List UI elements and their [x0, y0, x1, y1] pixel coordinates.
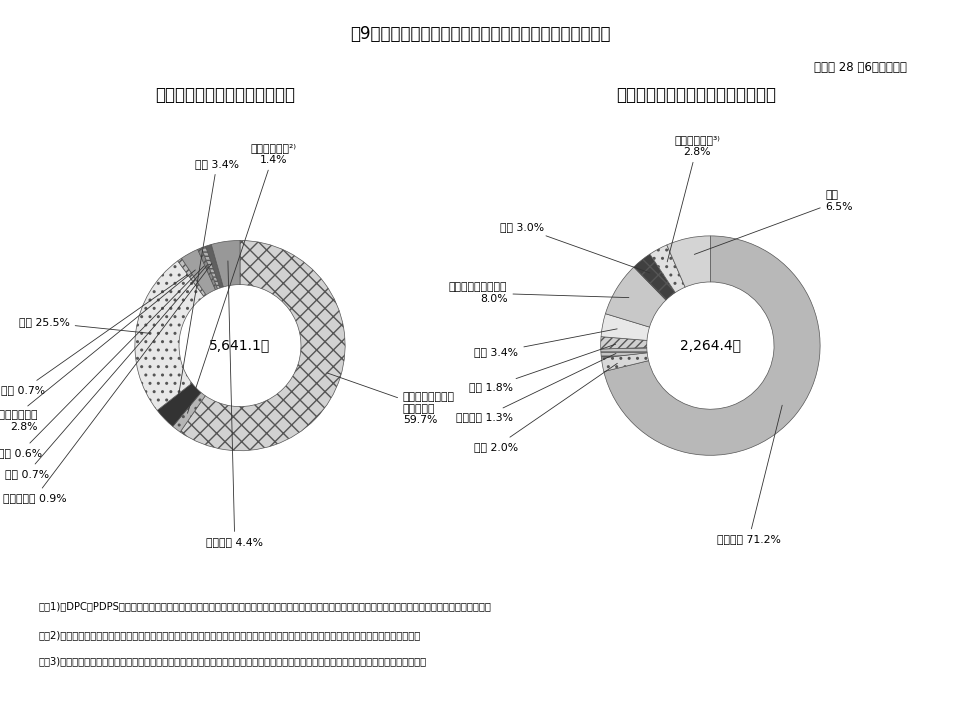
Text: 投薬 1.8%: 投薬 1.8%	[468, 344, 615, 392]
Text: 入院料等 71.2%: 入院料等 71.2%	[717, 405, 782, 544]
Text: ＤＰＣ／ＰＤＰＳに係る明細書: ＤＰＣ／ＰＤＰＳに係る明細書	[156, 86, 296, 104]
Wedge shape	[134, 261, 204, 410]
Wedge shape	[634, 254, 675, 300]
Text: 処置 3.0%: 処置 3.0%	[499, 222, 650, 273]
Text: リハビリテーション
2.8%: リハビリテーション 2.8%	[0, 270, 195, 432]
Text: 検査 0.7%: 検査 0.7%	[5, 265, 207, 479]
Wedge shape	[211, 240, 240, 287]
Text: 手術 25.5%: 手術 25.5%	[19, 318, 150, 333]
Wedge shape	[178, 258, 206, 297]
Wedge shape	[181, 249, 215, 295]
Text: 診断群分類による
包括評価等
59.7%: 診断群分類による 包括評価等 59.7%	[327, 373, 455, 426]
Wedge shape	[667, 236, 710, 287]
Text: 手術
6.5%: 手術 6.5%	[694, 190, 853, 254]
Text: 5,641.1点: 5,641.1点	[209, 338, 271, 353]
Text: 麻酔 3.4%: 麻酔 3.4%	[177, 159, 239, 405]
Text: 検査 2.0%: 検査 2.0%	[474, 364, 617, 451]
Wedge shape	[157, 383, 201, 426]
Wedge shape	[601, 314, 650, 341]
Wedge shape	[202, 246, 220, 289]
Wedge shape	[601, 348, 647, 358]
Wedge shape	[198, 248, 218, 289]
Wedge shape	[205, 245, 224, 288]
Wedge shape	[604, 236, 820, 455]
Text: （平成 28 年6月審査分）: （平成 28 年6月審査分）	[814, 61, 907, 74]
Wedge shape	[173, 392, 205, 432]
Text: 投薬 0.6%: 投薬 0.6%	[0, 266, 204, 458]
Wedge shape	[606, 267, 666, 327]
Text: ＤＰＣ／ＰＤＰＳに係る明細書以外: ＤＰＣ／ＰＤＰＳに係る明細書以外	[616, 86, 776, 104]
Text: その他の行為²⁾
1.4%: その他の行為²⁾ 1.4%	[187, 143, 297, 413]
Text: 2)「その他の行為」は、「初・再診」「在宅医療」「画像診断」「注射」「精神科専門療法」「放射線治療」及び「病理診断」である。: 2)「その他の行為」は、「初・再診」「在宅医療」「画像診断」「注射」「精神科専門…	[38, 630, 420, 640]
Text: 注射 3.4%: 注射 3.4%	[474, 329, 617, 357]
Wedge shape	[601, 353, 649, 372]
Text: 処置 0.7%: 処置 0.7%	[1, 275, 187, 395]
Text: 画像診断 1.3%: 画像診断 1.3%	[456, 354, 616, 422]
Wedge shape	[601, 337, 647, 349]
Wedge shape	[650, 245, 685, 292]
Text: 3)「その他の行為」は、「初・再診」「医学管理等」「在宅医療」「精神科専門療法」「麻酔」「放射線治療」及び「病理診断」である。: 3)「その他の行為」は、「初・再診」「医学管理等」「在宅医療」「精神科専門療法」…	[38, 657, 426, 667]
Text: 図9　入院における診療行為別１日当たり点数の構成割合: 図9 入院における診療行為別１日当たり点数の構成割合	[349, 25, 611, 43]
Text: 注：1)「DPC／PDPSに係る明細書」とは、診療報酬明細書（医科入院医療機関別包括評価用）及び同明細書に総括された診療報酬明細書（医科入院）である。: 注：1)「DPC／PDPSに係る明細書」とは、診療報酬明細書（医科入院医療機関別…	[38, 601, 492, 611]
Text: その他の行為³⁾
2.8%: その他の行為³⁾ 2.8%	[667, 135, 720, 262]
Text: 入院料等 4.4%: 入院料等 4.4%	[206, 261, 263, 547]
Text: 医学管理等 0.9%: 医学管理等 0.9%	[3, 264, 212, 503]
Wedge shape	[180, 240, 346, 451]
Text: 2,264.4点: 2,264.4点	[680, 338, 741, 353]
Text: リハビリテーション
8.0%: リハビリテーション 8.0%	[449, 282, 629, 304]
